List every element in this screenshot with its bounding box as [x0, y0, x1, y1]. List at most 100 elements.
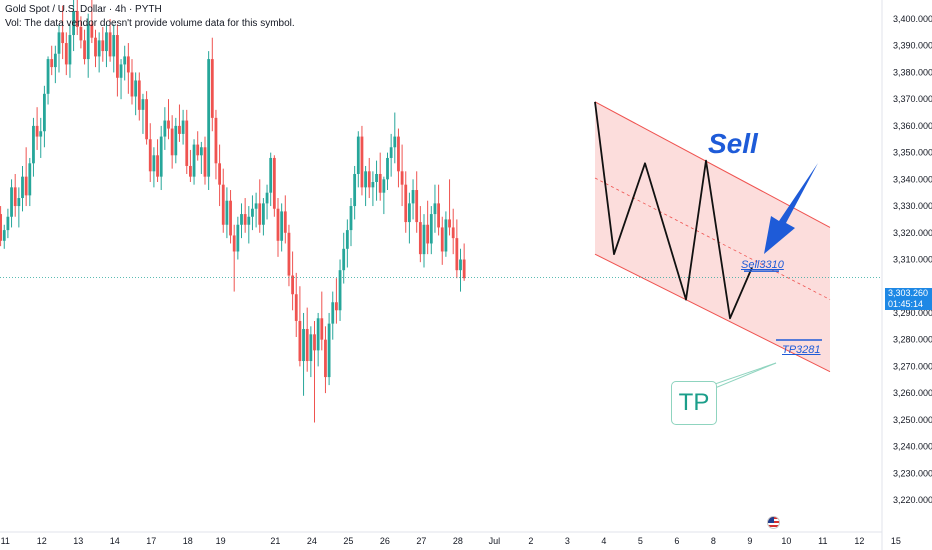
candle-body [247, 216, 251, 225]
y-tick-label: 3,390.000 [893, 41, 932, 51]
candle-body [159, 136, 163, 177]
candle-body [35, 125, 39, 137]
y-tick-label: 3,350.000 [893, 148, 932, 158]
candle-body [342, 248, 346, 271]
symbol-title[interactable]: Gold Spot / U.S. Dollar · 4h · PYTH [5, 4, 162, 15]
x-tick-label: 26 [380, 536, 390, 546]
candle-body [418, 222, 422, 255]
candle-body [353, 173, 357, 207]
candle-body [75, 10, 79, 28]
candle-body [356, 136, 360, 174]
candle-body [440, 227, 444, 252]
candle-body [28, 163, 32, 196]
candle-body [327, 323, 331, 378]
candle-body [119, 64, 123, 78]
candle-body [130, 72, 134, 97]
candle-body [411, 190, 415, 204]
x-tick-label: 18 [183, 536, 193, 546]
candle-body [393, 136, 397, 148]
y-tick-label: 3,280.000 [893, 335, 932, 345]
candle-body [0, 214, 2, 241]
candle-body [2, 230, 6, 241]
candle-body [174, 125, 178, 156]
x-tick-label: 2 [528, 536, 533, 546]
x-tick-label: 6 [674, 536, 679, 546]
candle-body [189, 165, 192, 177]
candle-body [207, 59, 211, 177]
candle-body [378, 173, 382, 193]
candle-body [192, 144, 196, 177]
candle-body [444, 219, 448, 252]
channel-lower-line[interactable] [594, 253, 831, 373]
candle-body [280, 211, 284, 241]
countdown-tag: 01:45:14 [885, 299, 932, 310]
candle-body [375, 173, 378, 183]
y-tick-label: 3,240.000 [893, 442, 932, 452]
x-tick-label: 25 [343, 536, 353, 546]
x-tick-label: 8 [711, 536, 716, 546]
candle-body [43, 93, 46, 132]
candle-body [225, 200, 229, 225]
zigzag-pattern[interactable] [594, 101, 753, 320]
candle-body [262, 203, 265, 225]
candle-body [364, 171, 367, 188]
candle-body [345, 230, 349, 249]
x-tick-label: 21 [270, 536, 280, 546]
candle-body [10, 187, 13, 217]
candle-body [382, 179, 386, 193]
candle-body [433, 203, 437, 215]
x-tick-label: 19 [216, 536, 226, 546]
y-tick-label: 3,290.000 [893, 308, 932, 318]
y-tick-label: 3,320.000 [893, 228, 932, 238]
candle-body [294, 294, 298, 321]
candle-body [331, 302, 335, 324]
candle-body [389, 147, 393, 158]
candle-body [46, 59, 50, 94]
candle-body [305, 328, 309, 362]
candle-body [24, 176, 28, 196]
candle-body [408, 203, 411, 223]
candle-body [367, 171, 371, 188]
x-tick-label: 27 [416, 536, 426, 546]
y-tick-label: 3,380.000 [893, 67, 932, 77]
candle-body [258, 203, 262, 225]
candles-group [0, 0, 466, 423]
candle-body [276, 208, 280, 241]
candle-body [32, 125, 35, 164]
candle-body [254, 203, 258, 209]
channel-fill [595, 101, 830, 372]
candle-body [298, 320, 302, 362]
x-tick-label: Jul [489, 536, 501, 546]
volume-note: Vol: The data vendor doesn't provide vol… [5, 18, 295, 29]
candle-body [152, 155, 156, 172]
candle-body [214, 117, 218, 164]
candle-body [283, 211, 287, 233]
candle-body [86, 24, 90, 60]
y-tick-label: 3,370.000 [893, 94, 932, 104]
candle-body [134, 80, 138, 97]
candle-body [349, 206, 353, 231]
candle-body [459, 259, 462, 271]
y-tick-label: 3,310.000 [893, 255, 932, 265]
candle-body [240, 214, 243, 225]
y-tick-label: 3,340.000 [893, 174, 932, 184]
candle-body [123, 56, 127, 65]
candle-body [210, 59, 214, 118]
candle-body [90, 24, 94, 38]
candle-body [265, 192, 269, 204]
x-tick-label: 11 [1, 536, 10, 546]
candle-body [371, 182, 375, 188]
candle-body [302, 328, 305, 362]
candle-body [57, 32, 61, 54]
tp-level-label: TP3281 [782, 344, 821, 356]
candle-body [68, 35, 72, 65]
sell-arrow-icon [764, 163, 818, 254]
x-tick-label: 15 [891, 536, 901, 546]
x-tick-label: 3 [565, 536, 570, 546]
candle-body [203, 147, 207, 177]
candle-body [126, 56, 130, 73]
candle-body [291, 275, 294, 295]
candle-body [199, 147, 203, 156]
candle-body [287, 232, 291, 276]
